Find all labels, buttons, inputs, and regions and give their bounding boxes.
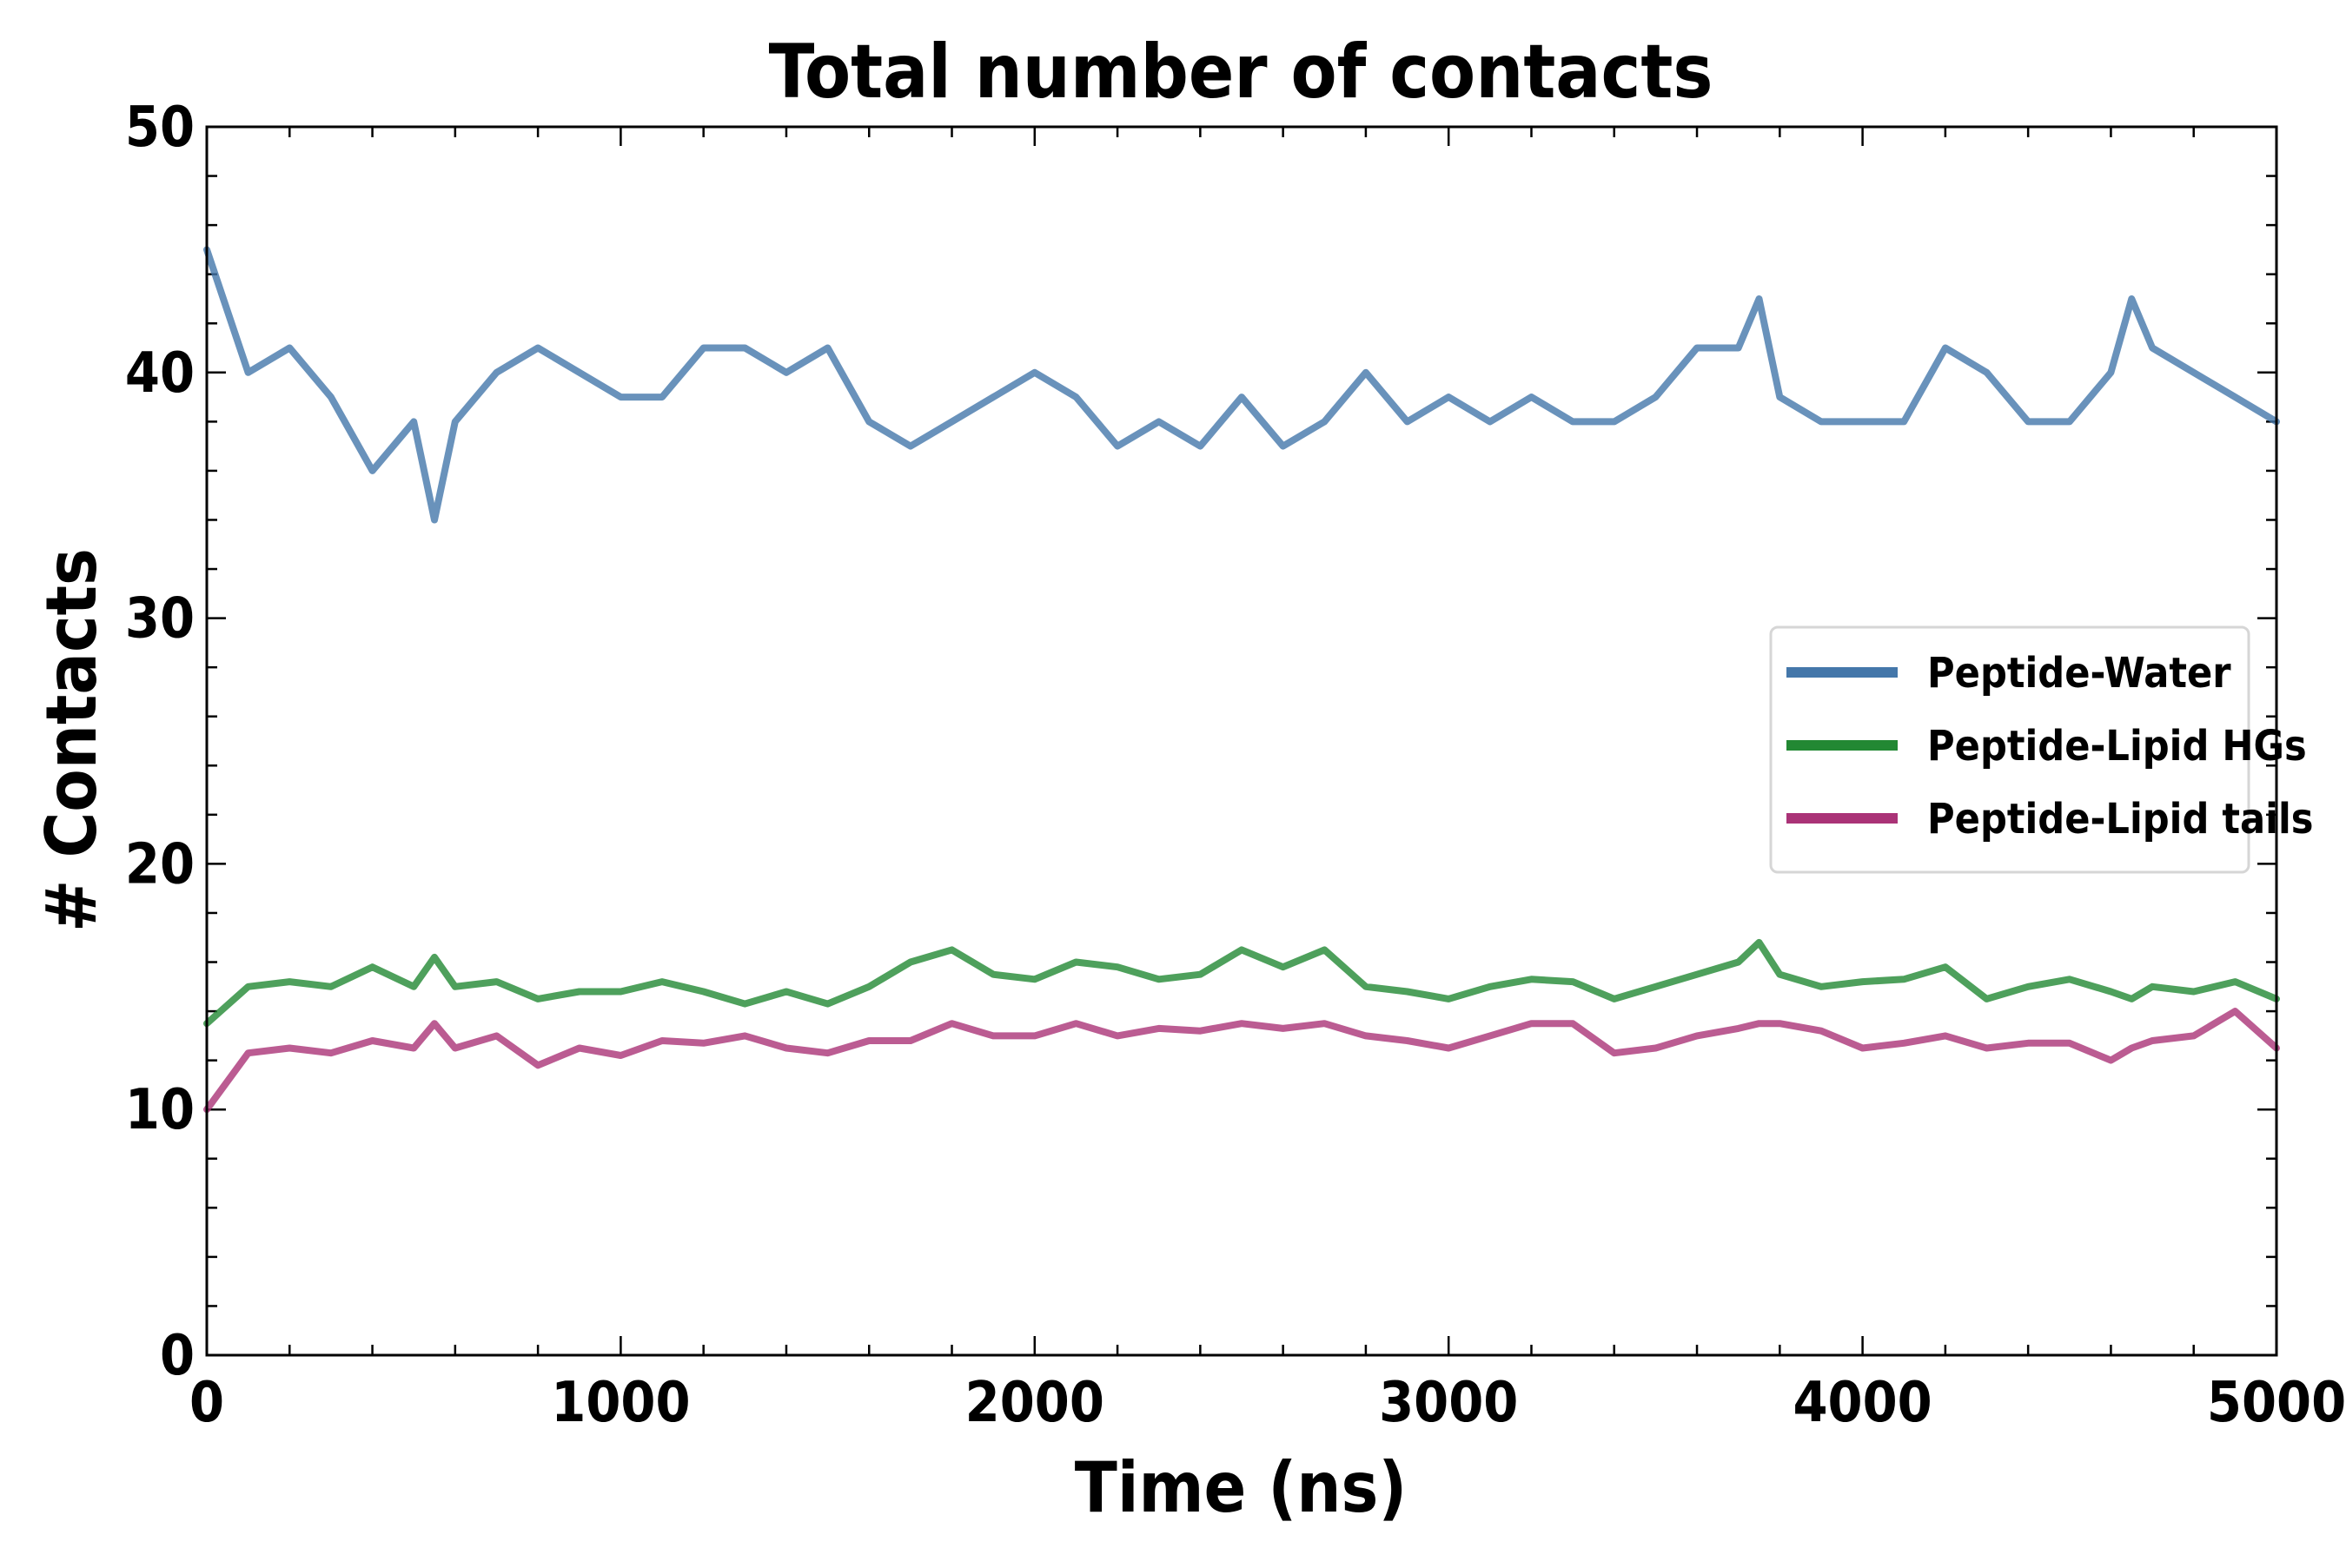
legend-label: Peptide-Water bbox=[1927, 649, 2231, 698]
series-line-0 bbox=[203, 246, 2280, 524]
x-tick-label: 1000 bbox=[551, 1371, 690, 1435]
x-axis-label: Time (ns) bbox=[1075, 1447, 1408, 1528]
legend-label: Peptide-Lipid tails bbox=[1927, 795, 2313, 844]
y-tick-label: 30 bbox=[125, 587, 195, 652]
x-tick-label: 2000 bbox=[965, 1371, 1104, 1435]
x-tick-label: 0 bbox=[189, 1371, 224, 1435]
legend-box bbox=[1769, 625, 2250, 874]
y-tick-label: 0 bbox=[160, 1324, 195, 1388]
y-tick-label: 40 bbox=[125, 341, 195, 406]
axis-ticks: 0 1000 2000 3000 4000 5000 0 10 20 30 40 50 bbox=[125, 96, 2346, 1435]
y-tick-label: 20 bbox=[125, 832, 195, 896]
y-tick-label: 50 bbox=[125, 96, 195, 160]
legend-label: Peptide-Lipid HGs bbox=[1927, 722, 2307, 771]
x-tick-label: 3000 bbox=[1379, 1371, 1518, 1435]
x-tick-label: 5000 bbox=[2207, 1371, 2346, 1435]
y-tick-label: 10 bbox=[125, 1078, 195, 1142]
x-tick-label: 4000 bbox=[1793, 1371, 1932, 1435]
plot-frame bbox=[205, 125, 2278, 1357]
y-axis-label: # Contacts bbox=[31, 548, 112, 932]
chart-title: Total number of contacts bbox=[769, 29, 1713, 116]
series-line-1 bbox=[203, 938, 2280, 1028]
series-lines bbox=[203, 246, 2280, 1114]
series-line-2 bbox=[203, 1008, 2280, 1114]
legend: Peptide-Water Peptide-Lipid HGs Peptide-Li… bbox=[1769, 625, 2313, 874]
